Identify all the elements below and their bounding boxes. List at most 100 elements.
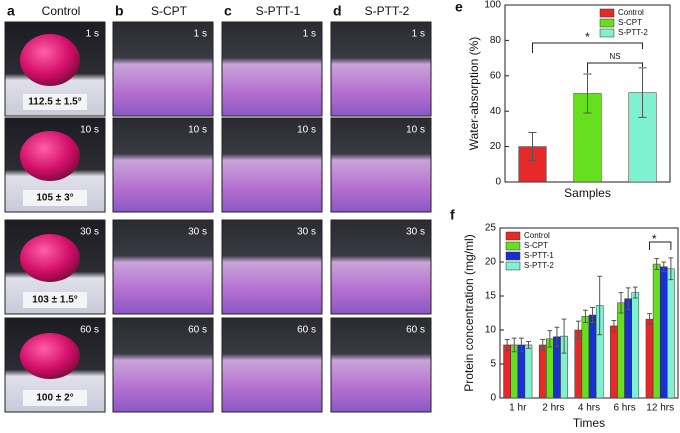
photo — [330, 117, 432, 213]
error-bar — [668, 257, 674, 281]
angle-box — [23, 190, 87, 206]
error-bar — [583, 309, 588, 324]
bracket — [587, 62, 643, 73]
photo — [112, 219, 214, 315]
annotation: * — [585, 30, 590, 44]
bar — [588, 314, 597, 399]
time-label: 1 s — [303, 29, 316, 40]
photo — [112, 317, 214, 413]
error-bar — [625, 287, 631, 311]
time-label: 30 s — [80, 227, 99, 238]
error-bar — [518, 337, 524, 353]
y-tick-label: 15 — [485, 291, 497, 302]
photo — [112, 21, 214, 117]
droplet — [20, 333, 80, 379]
legend-label: S-CPT — [524, 241, 548, 250]
error-bar — [528, 131, 537, 162]
error-bar — [526, 341, 531, 349]
x-tick-label: 6 hrs — [613, 403, 635, 414]
droplet — [20, 234, 80, 282]
time-label: 10 s — [297, 125, 316, 136]
time-label: 1 s — [194, 29, 207, 40]
error-bar — [561, 318, 567, 354]
bar — [645, 318, 654, 399]
time-label: 1 s — [86, 29, 99, 40]
y-axis-label: Protein concentration (mg/ml) — [462, 234, 476, 391]
legend-label: Control — [618, 8, 644, 17]
bar — [631, 292, 640, 399]
legend-label: S-PTT-2 — [524, 261, 554, 270]
time-label: 10 s — [80, 125, 99, 136]
error-bar — [647, 313, 652, 326]
photo — [221, 117, 323, 213]
time-label: 60 s — [80, 325, 99, 336]
legend-swatch — [599, 28, 615, 38]
photo — [330, 219, 432, 315]
y-tick-label: 40 — [490, 106, 502, 117]
error-bar — [547, 330, 553, 348]
y-tick-label: 100 — [484, 0, 501, 11]
annotation: * — [652, 232, 657, 246]
bar — [524, 344, 533, 399]
error-bar — [590, 307, 595, 324]
time-label: 30 s — [188, 227, 207, 238]
error-bar — [618, 292, 624, 314]
x-axis-label: Samples — [564, 186, 611, 200]
panel-letter: d — [333, 3, 342, 19]
contact-angle: 100 ± 2° — [36, 393, 73, 404]
error-bar — [583, 73, 592, 114]
droplet — [20, 131, 80, 181]
legend-label: S-PTT-1 — [524, 251, 554, 260]
legend-label: Control — [524, 231, 550, 240]
bar — [667, 268, 675, 399]
bar — [617, 302, 625, 399]
error-bar — [554, 326, 560, 347]
x-tick-label: 1 hr — [509, 403, 527, 414]
annotation: NS — [609, 52, 620, 61]
panel-letter: a — [7, 3, 15, 19]
time-label: 1 s — [412, 29, 425, 40]
panel-title: Control — [42, 4, 81, 18]
y-tick-label: 80 — [490, 35, 502, 46]
panel-letter: f — [450, 207, 455, 223]
legend-swatch — [599, 18, 615, 28]
time-label: 60 s — [406, 325, 425, 336]
bar — [510, 344, 519, 399]
bar — [538, 344, 547, 399]
x-tick-label: 2 hrs — [542, 403, 564, 414]
error-bar — [540, 339, 546, 351]
error-bar — [511, 337, 517, 353]
y-axis-label: Water-absorption (%) — [467, 37, 481, 151]
time-label: 30 s — [406, 227, 425, 238]
y-tick-label: 60 — [490, 70, 502, 81]
bar — [503, 344, 511, 399]
legend-swatch — [505, 241, 521, 251]
x-tick-label: 12 hrs — [646, 403, 674, 414]
photo — [221, 317, 323, 413]
photo — [112, 117, 214, 213]
error-bar — [661, 261, 667, 273]
legend-swatch — [599, 8, 615, 18]
bar — [624, 298, 632, 399]
panel-title: S-PTT-1 — [256, 4, 301, 18]
x-axis-label: Times — [573, 416, 605, 430]
x-tick-label: 4 hrs — [578, 403, 600, 414]
error-bar — [654, 258, 660, 270]
contact-angle: 103 ± 1.5° — [32, 295, 78, 306]
y-tick-label: 0 — [490, 393, 496, 404]
panel-title: S-CPT — [151, 4, 188, 18]
error-bar — [632, 286, 638, 299]
bar — [652, 263, 661, 399]
y-tick-label: 20 — [490, 141, 502, 152]
time-label: 60 s — [188, 325, 207, 336]
panel-letter: e — [455, 0, 463, 15]
legend-label: S-CPT — [618, 18, 642, 27]
panel-title: S-PTT-2 — [365, 4, 410, 18]
time-label: 10 s — [406, 125, 425, 136]
bracket — [649, 241, 672, 250]
bar — [659, 266, 668, 399]
legend-swatch — [505, 261, 521, 271]
y-tick-label: 10 — [485, 325, 497, 336]
y-tick-label: 5 — [490, 359, 496, 370]
